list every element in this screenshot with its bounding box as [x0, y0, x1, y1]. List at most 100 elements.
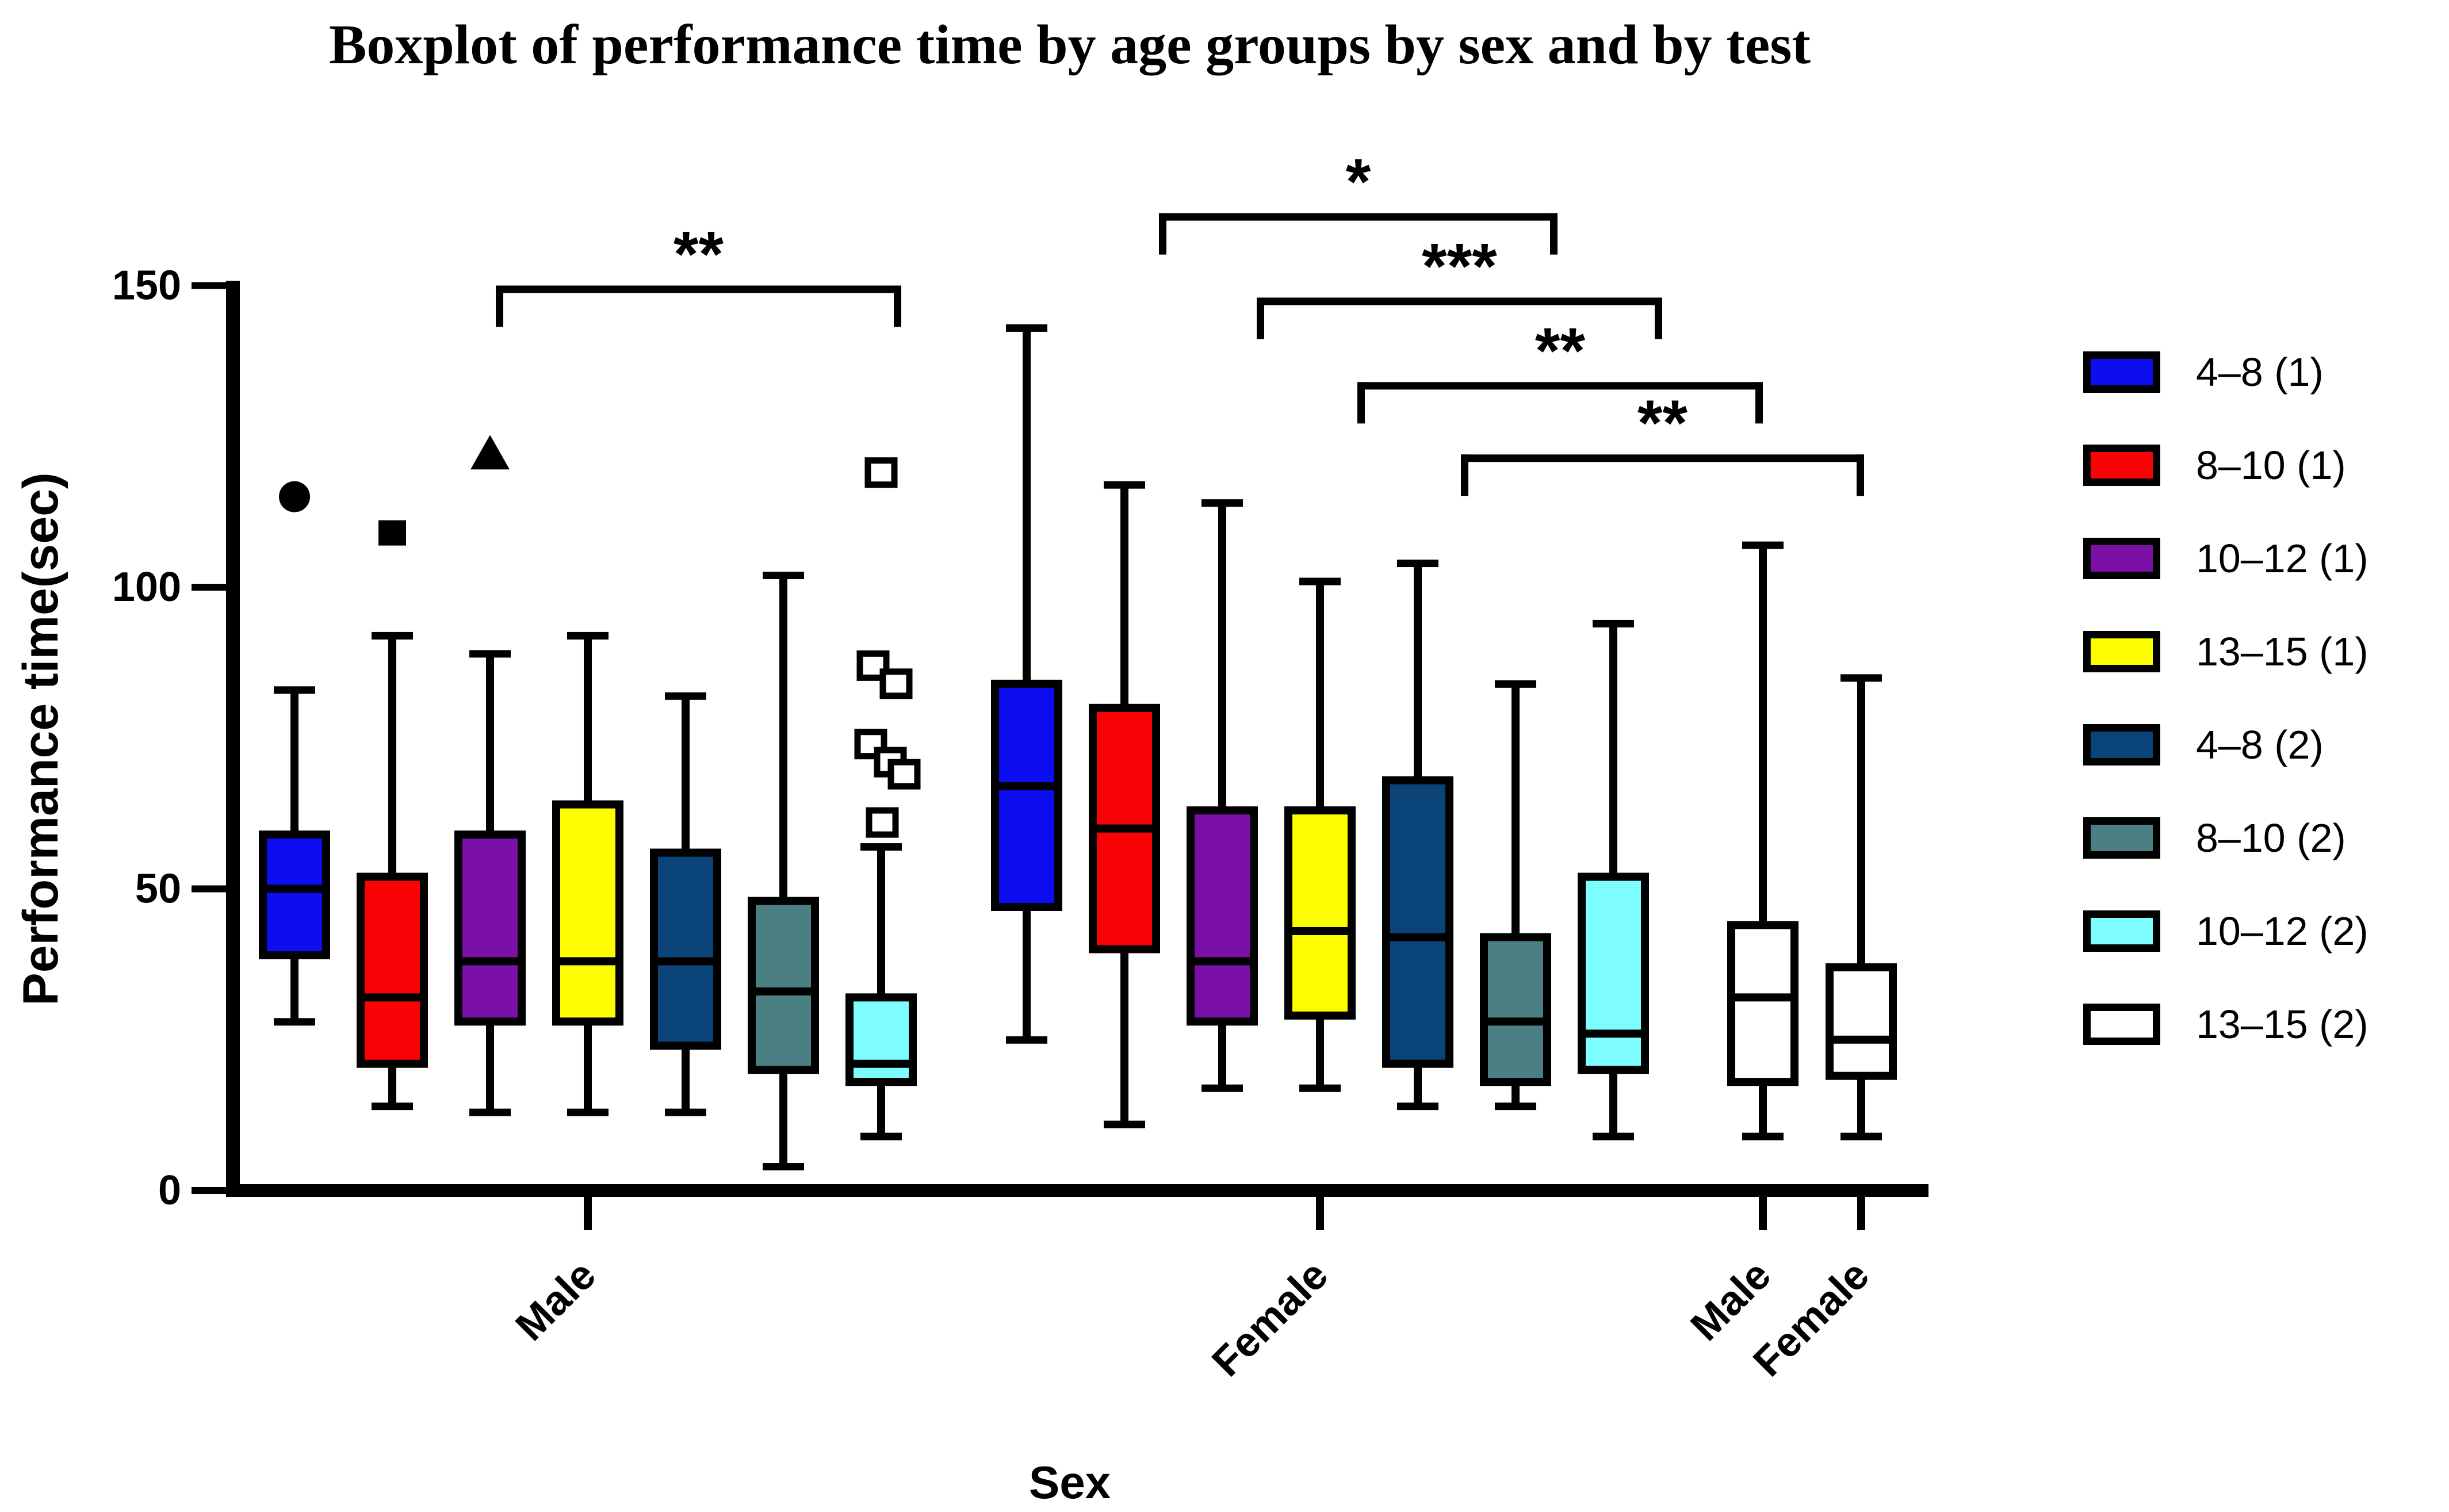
whisker-cap-bottom — [1495, 1103, 1536, 1111]
whisker-cap-top — [1495, 680, 1536, 688]
significance-bracket-tick — [1159, 213, 1166, 255]
whisker-cap-bottom — [274, 1018, 315, 1026]
whisker-cap-top — [665, 692, 706, 700]
box-10–12 (2) — [1578, 872, 1649, 1074]
median-line — [995, 782, 1058, 791]
chart-title: Boxplot of performance time by age group… — [328, 14, 1811, 76]
legend-swatch — [2083, 1004, 2160, 1045]
significance-bracket-tick — [1755, 382, 1763, 424]
legend-swatch — [2083, 445, 2160, 486]
median-line — [1582, 1029, 1645, 1038]
significance-bracket-bar — [1357, 382, 1763, 390]
significance-bracket-tick — [496, 285, 503, 327]
whisker-cap-bottom — [1201, 1084, 1243, 1092]
legend-label: 4–8 (2) — [2196, 722, 2324, 767]
whisker-cap-top — [1201, 499, 1243, 507]
y-axis-spine — [226, 281, 240, 1197]
whisker-cap-top — [1593, 619, 1634, 627]
whisker-cap-bottom — [1593, 1132, 1634, 1140]
significance-bracket-tick — [1461, 454, 1468, 496]
significance-bracket-bar — [1159, 213, 1558, 221]
median-line — [1830, 1035, 1893, 1044]
whisker-cap-bottom — [469, 1108, 511, 1116]
whisker-cap-top — [469, 650, 511, 658]
legend-item: 8–10 (2) — [2083, 816, 2368, 860]
outlier-filled-circle — [279, 481, 310, 512]
box-8–10 (1) — [357, 872, 428, 1068]
median-line — [458, 957, 522, 966]
outlier-filled-square — [378, 520, 406, 546]
legend-label: 10–12 (2) — [2196, 909, 2368, 954]
legend-label: 13–15 (1) — [2196, 629, 2368, 674]
legend-label: 8–10 (2) — [2196, 816, 2346, 860]
whisker-cap-top — [1397, 560, 1438, 568]
whisker-cap-top — [860, 843, 902, 851]
whisker-cap-top — [1006, 324, 1047, 332]
whisker-cap-bottom — [372, 1103, 413, 1111]
legend-label: 13–15 (2) — [2196, 1002, 2368, 1047]
legend-swatch — [2083, 631, 2160, 672]
y-tick-label: 50 — [135, 866, 181, 912]
outlier-open-square — [866, 807, 899, 838]
box-13–15 (2) — [1727, 921, 1799, 1086]
median-line — [850, 1059, 913, 1068]
whisker-cap-top — [1840, 674, 1882, 682]
box-10–12 (1) — [1187, 806, 1258, 1026]
box-4–8 (2) — [650, 848, 721, 1050]
legend-item: 13–15 (2) — [2083, 1002, 2368, 1047]
legend-swatch — [2083, 538, 2160, 579]
x-axis-title: Sex — [1029, 1457, 1111, 1508]
legend-item: 8–10 (1) — [2083, 443, 2368, 488]
x-category-label: Female — [1203, 1252, 1337, 1385]
significance-label: *** — [1422, 230, 1497, 302]
whisker-cap-bottom — [1840, 1132, 1882, 1140]
whisker-cap-top — [567, 631, 609, 640]
median-line — [1093, 824, 1156, 833]
y-tick — [192, 584, 226, 591]
whisker-cap-top — [1104, 481, 1145, 489]
whisker-cap-bottom — [1104, 1120, 1145, 1128]
box-4–8 (1) — [991, 679, 1062, 911]
legend-item: 4–8 (1) — [2083, 350, 2368, 395]
median-line — [654, 957, 717, 966]
y-axis-title: Performance time(sec) — [13, 472, 68, 1005]
significance-bracket-bar — [1257, 297, 1662, 305]
legend-item: 4–8 (2) — [2083, 722, 2368, 767]
y-tick — [192, 885, 226, 893]
outlier-open-square — [864, 457, 898, 488]
x-axis-baseline — [226, 1184, 1928, 1197]
box-10–12 (1) — [454, 830, 526, 1026]
y-tick-label: 100 — [112, 564, 181, 610]
legend-swatch — [2083, 351, 2160, 393]
significance-bracket-tick — [1655, 297, 1662, 339]
significance-label: * — [1346, 146, 1371, 218]
median-line — [1484, 1017, 1547, 1026]
x-category-tick — [1316, 1197, 1324, 1230]
whisker-cap-top — [1742, 541, 1784, 549]
whisker-line — [779, 575, 787, 1167]
outlier-open-square — [879, 668, 913, 699]
whisker-cap-top — [274, 686, 315, 694]
box-8–10 (2) — [1480, 933, 1551, 1086]
significance-bracket-bar — [1461, 454, 1864, 462]
legend: 4–8 (1) 8–10 (1) 10–12 (1) 13–15 (1) 4–8 (2)… — [2083, 350, 2368, 1097]
whisker-cap-bottom — [763, 1163, 804, 1171]
whisker-cap-top — [763, 572, 804, 580]
x-category-tick — [1857, 1197, 1865, 1230]
legend-label: 8–10 (1) — [2196, 443, 2346, 488]
legend-swatch — [2083, 910, 2160, 952]
median-line — [361, 993, 424, 1002]
median-line — [556, 957, 619, 966]
outlier-filled-triangle — [470, 435, 510, 470]
significance-bracket-tick — [1257, 297, 1264, 339]
significance-bracket-tick — [1857, 454, 1864, 496]
box-4–8 (1) — [259, 830, 330, 959]
significance-bracket-tick — [1550, 213, 1558, 255]
significance-bracket-bar — [496, 285, 901, 293]
box-10–12 (2) — [845, 993, 917, 1086]
legend-swatch — [2083, 724, 2160, 765]
significance-bracket-tick — [1357, 382, 1365, 424]
significance-label: ** — [1535, 315, 1586, 386]
y-tick-label: 0 — [158, 1168, 181, 1214]
